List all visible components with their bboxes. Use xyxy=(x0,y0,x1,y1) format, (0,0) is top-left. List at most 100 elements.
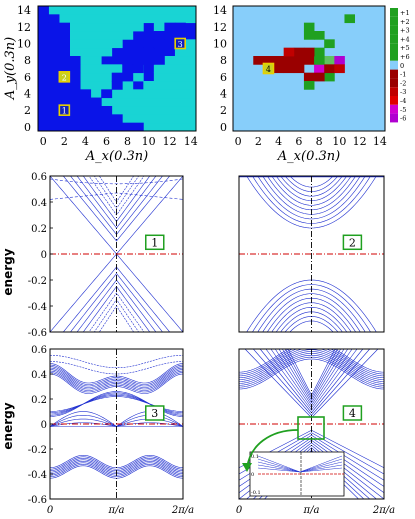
phase-region-dark-cell xyxy=(38,97,102,107)
panel-label: 2 xyxy=(349,236,356,249)
phase-cell xyxy=(253,56,264,65)
phase-cell xyxy=(263,56,274,65)
colorbar-label: +5 xyxy=(400,44,410,52)
xtick-label: 12 xyxy=(353,135,367,148)
energy-tick-label: -0.6 xyxy=(28,495,47,506)
energy-tick-label: -0.4 xyxy=(28,470,47,481)
energy-tick-label: -0.4 xyxy=(28,302,47,313)
ytick-label: 14 xyxy=(213,4,227,17)
phase-region-dark-cell xyxy=(38,6,49,15)
xtick-label: 10 xyxy=(142,135,156,148)
energy-tick-label: 0.2 xyxy=(31,224,47,235)
phase-cell xyxy=(273,64,285,74)
phase-map-right-xlabel: A_x(0.3n) xyxy=(277,149,340,164)
phase-cell xyxy=(334,56,345,65)
band-curve xyxy=(50,463,183,478)
inset-tick-label: 0 xyxy=(251,472,254,478)
band-panel: 0.6 0.4 0.2 0 -0.2 -0.4 -0.6 1 xyxy=(28,172,184,339)
ytick-label: 14 xyxy=(17,4,31,17)
energy-label-top: energy xyxy=(1,248,15,295)
panel-label-box xyxy=(342,405,363,421)
band-curve xyxy=(275,306,348,332)
colorbar-label: +6 xyxy=(400,53,410,61)
colorbar-swatch xyxy=(390,52,398,61)
phase-cell xyxy=(314,72,325,82)
colorbar-swatch xyxy=(390,78,398,88)
phase-region-dark-cell xyxy=(132,56,144,65)
colorbar-label: +3 xyxy=(400,27,410,35)
energy-label-bottom: energy xyxy=(1,402,15,449)
phase-region-light-cell xyxy=(59,14,197,24)
phase-region-dark-cell xyxy=(38,106,113,115)
ytick-label: 2 xyxy=(220,104,227,117)
phase-cell xyxy=(283,47,295,57)
phase-region-light-cell xyxy=(80,56,102,65)
xtick-label: 2 xyxy=(61,135,68,148)
phase-map-left-xlabel: A_x(0.3n) xyxy=(85,149,148,164)
ytick-label: 12 xyxy=(17,21,31,34)
colorbar-label: -6 xyxy=(400,115,406,123)
energy-tick-label: -0.2 xyxy=(28,445,47,456)
colorbar-swatch xyxy=(390,104,398,114)
colorbar-label: -2 xyxy=(400,79,406,87)
colorbar-swatch xyxy=(390,8,398,17)
band-panel: 2 xyxy=(238,175,385,333)
phase-cell xyxy=(303,81,315,90)
phase-region-dark-cell xyxy=(111,81,123,90)
band-curve xyxy=(280,176,343,197)
phase-region-light-cell xyxy=(48,6,197,15)
band-curve xyxy=(70,273,163,332)
phase-region-light-cell xyxy=(69,47,113,57)
phase-region-dark-cell xyxy=(122,64,134,74)
phase-region-dark-cell xyxy=(38,31,70,40)
band-curve xyxy=(93,176,140,210)
phase-region-dark-cell xyxy=(111,72,123,82)
phase-region-light-cell xyxy=(101,97,197,107)
phase-cell xyxy=(283,64,295,74)
phase-region-light-cell xyxy=(122,114,197,124)
phase-region-dark-cell xyxy=(153,31,165,40)
phase-region-light-cell xyxy=(164,56,197,65)
band-curve xyxy=(50,178,183,185)
colorbar-label: +4 xyxy=(400,35,410,43)
phase-cell xyxy=(293,47,305,57)
xtick-label: 4 xyxy=(82,135,89,148)
phase-marker-label: 3 xyxy=(178,40,183,49)
colorbar-label: 0 xyxy=(400,62,404,70)
phase-region-dark-cell xyxy=(164,31,186,40)
phase-region-dark-cell xyxy=(153,39,165,49)
phase-marker-box xyxy=(174,37,186,50)
phase-map-right-xticks: 0 2 4 6 8 10 12 14 xyxy=(235,135,387,148)
phase-cell xyxy=(273,56,285,65)
colorbar-swatch xyxy=(390,16,398,26)
ytick-label: 4 xyxy=(220,88,227,101)
phase-region-light-cell xyxy=(111,106,197,115)
phase-cell xyxy=(303,31,315,40)
phase-map-left-yticks: 0 2 4 6 8 10 12 14 xyxy=(17,4,31,134)
zoom-region-box xyxy=(297,416,325,440)
band-curve xyxy=(62,176,171,242)
band-curve xyxy=(239,349,384,373)
energy-tick-label: -0.2 xyxy=(28,276,47,287)
band-curve xyxy=(239,349,384,377)
phase-cell xyxy=(303,47,315,57)
phase-region-dark-cell xyxy=(132,47,144,57)
phase-cell xyxy=(334,64,345,74)
xtick-label: 12 xyxy=(163,135,177,148)
band-curve xyxy=(278,349,345,404)
band-curve xyxy=(50,456,183,470)
k-tick-label: 2π/a xyxy=(171,505,194,516)
phase-region-dark-cell xyxy=(38,39,70,49)
ytick-label: 10 xyxy=(213,38,227,51)
colorbar-swatch xyxy=(390,43,398,52)
panel-label-box xyxy=(145,234,165,251)
k-tick-label: π/a xyxy=(303,505,320,516)
phase-region-dark-cell xyxy=(38,47,70,57)
energy-tick-label: 0.4 xyxy=(31,370,47,381)
xtick-label: 0 xyxy=(40,135,47,148)
energy-tick-label: 0.6 xyxy=(31,345,47,356)
panel-label-box xyxy=(145,405,165,421)
phase-region-light-cell xyxy=(143,122,197,132)
colorbar-label: +1 xyxy=(400,9,410,17)
